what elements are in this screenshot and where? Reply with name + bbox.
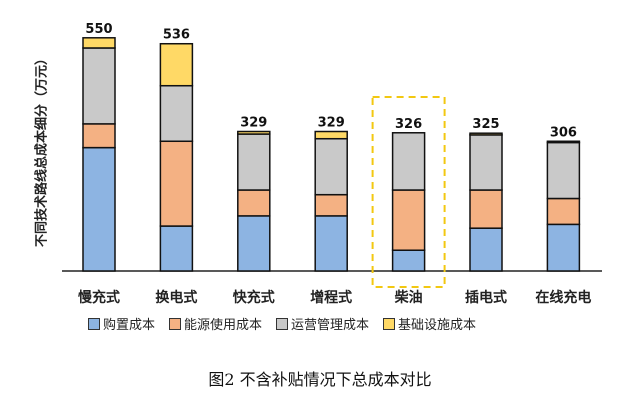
legend-label: 能源使用成本 bbox=[184, 318, 263, 333]
y-axis-label: 不同技术路线总成本细分（万元） bbox=[34, 52, 50, 248]
total-label: 550 bbox=[85, 22, 112, 37]
bar-segment bbox=[469, 227, 503, 272]
bar-segment bbox=[314, 137, 348, 196]
bar-segment bbox=[314, 130, 348, 140]
legend-label: 基础设施成本 bbox=[398, 318, 477, 333]
legend-item: 购置成本 bbox=[88, 314, 155, 333]
legend-label: 购置成本 bbox=[103, 318, 156, 333]
x-tick-label: 插电式 bbox=[465, 289, 507, 306]
bar-segment bbox=[159, 84, 194, 143]
x-tick-label: 换电式 bbox=[155, 289, 197, 306]
bar-segment bbox=[159, 225, 194, 272]
bar-segment bbox=[314, 215, 348, 272]
legend-swatch bbox=[276, 317, 289, 330]
bar-segment bbox=[546, 223, 581, 272]
bar-segment bbox=[82, 47, 116, 125]
x-tick-label: 增程式 bbox=[310, 289, 352, 306]
total-label: 325 bbox=[472, 117, 499, 132]
legend-item: 能源使用成本 bbox=[169, 314, 262, 333]
legend-swatch bbox=[383, 317, 396, 330]
total-label: 326 bbox=[395, 117, 422, 132]
legend-swatch bbox=[169, 317, 182, 330]
bar-segment bbox=[237, 133, 271, 191]
bar-segment bbox=[82, 37, 116, 49]
legend: 购置成本 能源使用成本 运营管理成本 基础设施成本 bbox=[88, 314, 476, 333]
figure-caption: 图2 不含补贴情况下总成本对比 bbox=[208, 370, 432, 389]
total-label: 329 bbox=[318, 116, 345, 131]
bar-segment bbox=[469, 134, 503, 191]
bar-segment bbox=[159, 140, 194, 227]
bar-segment bbox=[237, 189, 271, 217]
total-label: 329 bbox=[240, 116, 267, 131]
x-tick-label: 在线充电 bbox=[535, 289, 591, 306]
x-tick-label: 慢充式 bbox=[78, 289, 120, 306]
bar-segment bbox=[82, 123, 116, 149]
bar-segment bbox=[546, 141, 581, 200]
x-tick-label: 快充式 bbox=[233, 289, 275, 306]
legend-item: 基础设施成本 bbox=[383, 314, 476, 333]
bar-segment bbox=[82, 146, 116, 272]
x-tick-label: 柴油 bbox=[394, 289, 423, 306]
bar-segment bbox=[237, 130, 271, 135]
bar-segment bbox=[546, 140, 581, 144]
bar-segment bbox=[391, 249, 426, 272]
legend-item: 运营管理成本 bbox=[276, 314, 369, 333]
bar-segment bbox=[546, 197, 581, 226]
bar-segment bbox=[237, 215, 271, 272]
total-label: 536 bbox=[163, 28, 190, 43]
bar-segment bbox=[469, 189, 503, 229]
highlight-box bbox=[371, 96, 446, 288]
bar-segment bbox=[159, 42, 194, 87]
bar-segment bbox=[314, 193, 348, 217]
total-label: 306 bbox=[550, 125, 577, 140]
bar-segment bbox=[391, 132, 426, 191]
bar-segment bbox=[469, 132, 503, 136]
legend-swatch bbox=[88, 317, 100, 330]
bar-segment bbox=[391, 189, 426, 251]
legend-label: 运营管理成本 bbox=[291, 318, 370, 333]
